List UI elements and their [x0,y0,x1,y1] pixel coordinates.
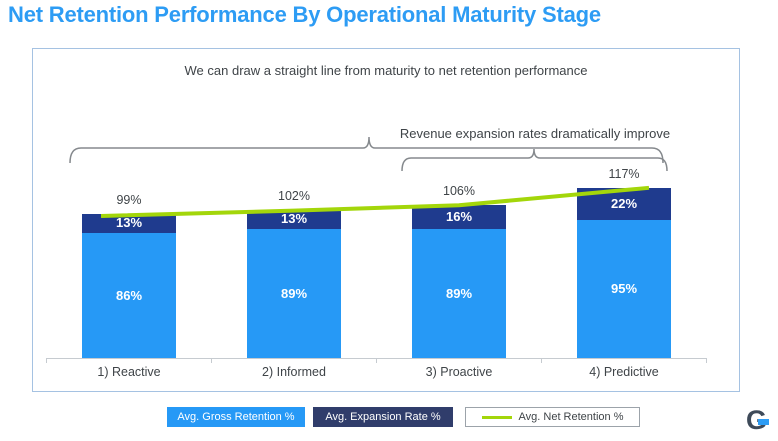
page-title: Net Retention Performance By Operational… [8,2,601,27]
line-swatch-icon [481,415,512,419]
brace-right-icon [401,148,668,172]
bar-segment-gross [577,219,671,358]
bar-label-gross: 89% [445,285,473,301]
annotation-maturity-line: We can draw a straight line from maturit… [184,63,588,78]
bar-segment-gross [412,228,506,358]
logo-letter: G [746,405,768,435]
bar-label-expansion: 13% [280,210,308,226]
bar-segment-gross [82,232,176,358]
bar-label-gross: 89% [280,285,308,301]
x-axis-tick [376,358,377,363]
chart-frame: We can draw a straight line from maturit… [32,48,740,392]
x-axis-tick [706,358,707,363]
plot-area: 86% 13% 99% 1) Reactive 89% 13% 102% 2) Informe… [33,49,739,391]
bar-label-gross: 95% [610,280,638,296]
x-category-label: 2) Informed [262,365,326,379]
x-axis-tick [211,358,212,363]
x-category-label: 3) Proactive [425,365,493,379]
logo-accent-bar [758,419,769,425]
bar-segment-expansion [82,214,176,233]
bar-label-expansion: 22% [610,195,638,211]
bar-label-expansion: 13% [115,215,143,230]
x-axis-tick [46,358,47,363]
x-category-label: 1) Reactive [97,365,161,379]
bar-label-expansion: 16% [445,209,473,225]
legend-item-expansion-rate: Avg. Expansion Rate % [313,407,453,427]
legend-item-net-retention-label: Avg. Net Retention % [518,411,624,423]
bar-total-label: 102% [278,188,310,203]
brace-top-icon [69,136,664,164]
legend-item-net-retention: Avg. Net Retention % [465,407,640,427]
bar-total-label: 99% [116,193,142,207]
legend-item-gross-retention: Avg. Gross Retention % [167,407,305,427]
bar-segment-gross [247,228,341,358]
bar-total-label: 106% [443,184,475,199]
logo-g: G [746,404,772,436]
x-axis-tick [541,358,542,363]
annotation-expansion: Revenue expansion rates dramatically imp… [399,126,671,141]
x-category-label: 4) Predictive [589,365,659,379]
bar-label-gross: 86% [115,287,143,303]
bar-total-label: 117% [608,166,640,181]
